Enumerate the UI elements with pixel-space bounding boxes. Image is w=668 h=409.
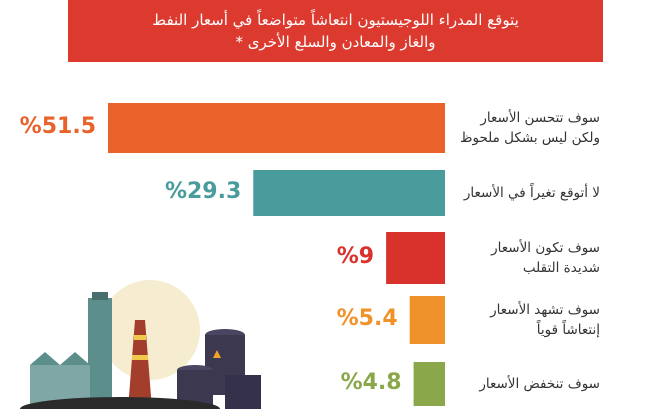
value-label: %4.8 <box>340 370 402 395</box>
category-label: سوف تشهد الأسعار إنتعاشاً قوياً <box>490 302 600 338</box>
bar <box>108 103 445 153</box>
value-label: %5.4 <box>336 306 398 331</box>
category-label: سوف تتحسن الأسعار ولكن ليس بشكل ملحوظ <box>460 110 600 146</box>
bar <box>409 296 445 344</box>
category-label: سوف تكون الأسعار شديدة التقلب <box>491 240 600 276</box>
bar <box>413 362 445 406</box>
value-label: %51.5 <box>19 114 96 139</box>
category-label: سوف تنخفض الأسعار <box>479 376 600 392</box>
value-label: %9 <box>336 244 375 269</box>
bar <box>386 232 445 284</box>
factory-illustration <box>20 280 261 409</box>
value-label: %29.3 <box>164 179 242 204</box>
chart-title: يتوقع المدراء اللوجيستيون انتعاشاً متواض… <box>68 0 603 62</box>
bar <box>253 170 445 216</box>
category-label: لا أتوقع تغيراً في الأسعار <box>463 185 600 201</box>
